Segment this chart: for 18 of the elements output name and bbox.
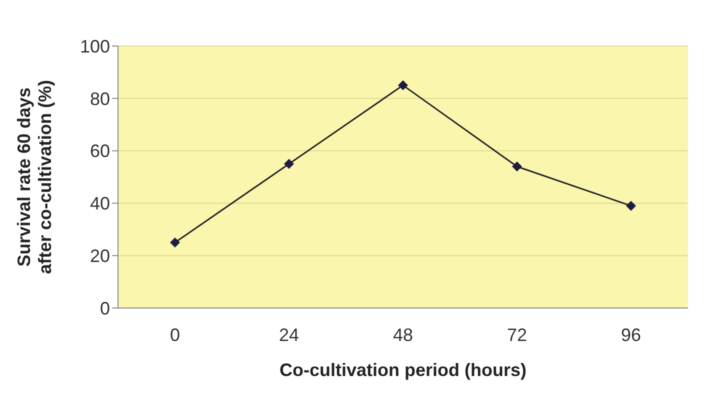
y-tick-label: 80	[90, 88, 110, 109]
x-tick-label: 24	[278, 324, 300, 345]
x-axis-title: Co-cultivation period (hours)	[280, 360, 526, 380]
y-tick-label: 0	[100, 298, 110, 318]
x-tick-label: 72	[506, 324, 528, 345]
point	[170, 238, 180, 248]
y-tick-label: 20	[90, 246, 110, 266]
y-axis-title: Survival rate 60 days after co-cultivation (%)	[14, 80, 55, 274]
x-tick-label: 96	[620, 324, 642, 345]
point	[284, 158, 294, 169]
point	[398, 80, 408, 90]
point	[512, 162, 522, 172]
x-tick-label: 48	[392, 324, 414, 345]
y-tick-label: 60	[90, 141, 110, 162]
x-tick-label: 0	[170, 324, 180, 345]
point	[626, 200, 636, 211]
y-tick-label: 100	[80, 36, 110, 56]
y-tick-label: 40	[90, 194, 110, 214]
